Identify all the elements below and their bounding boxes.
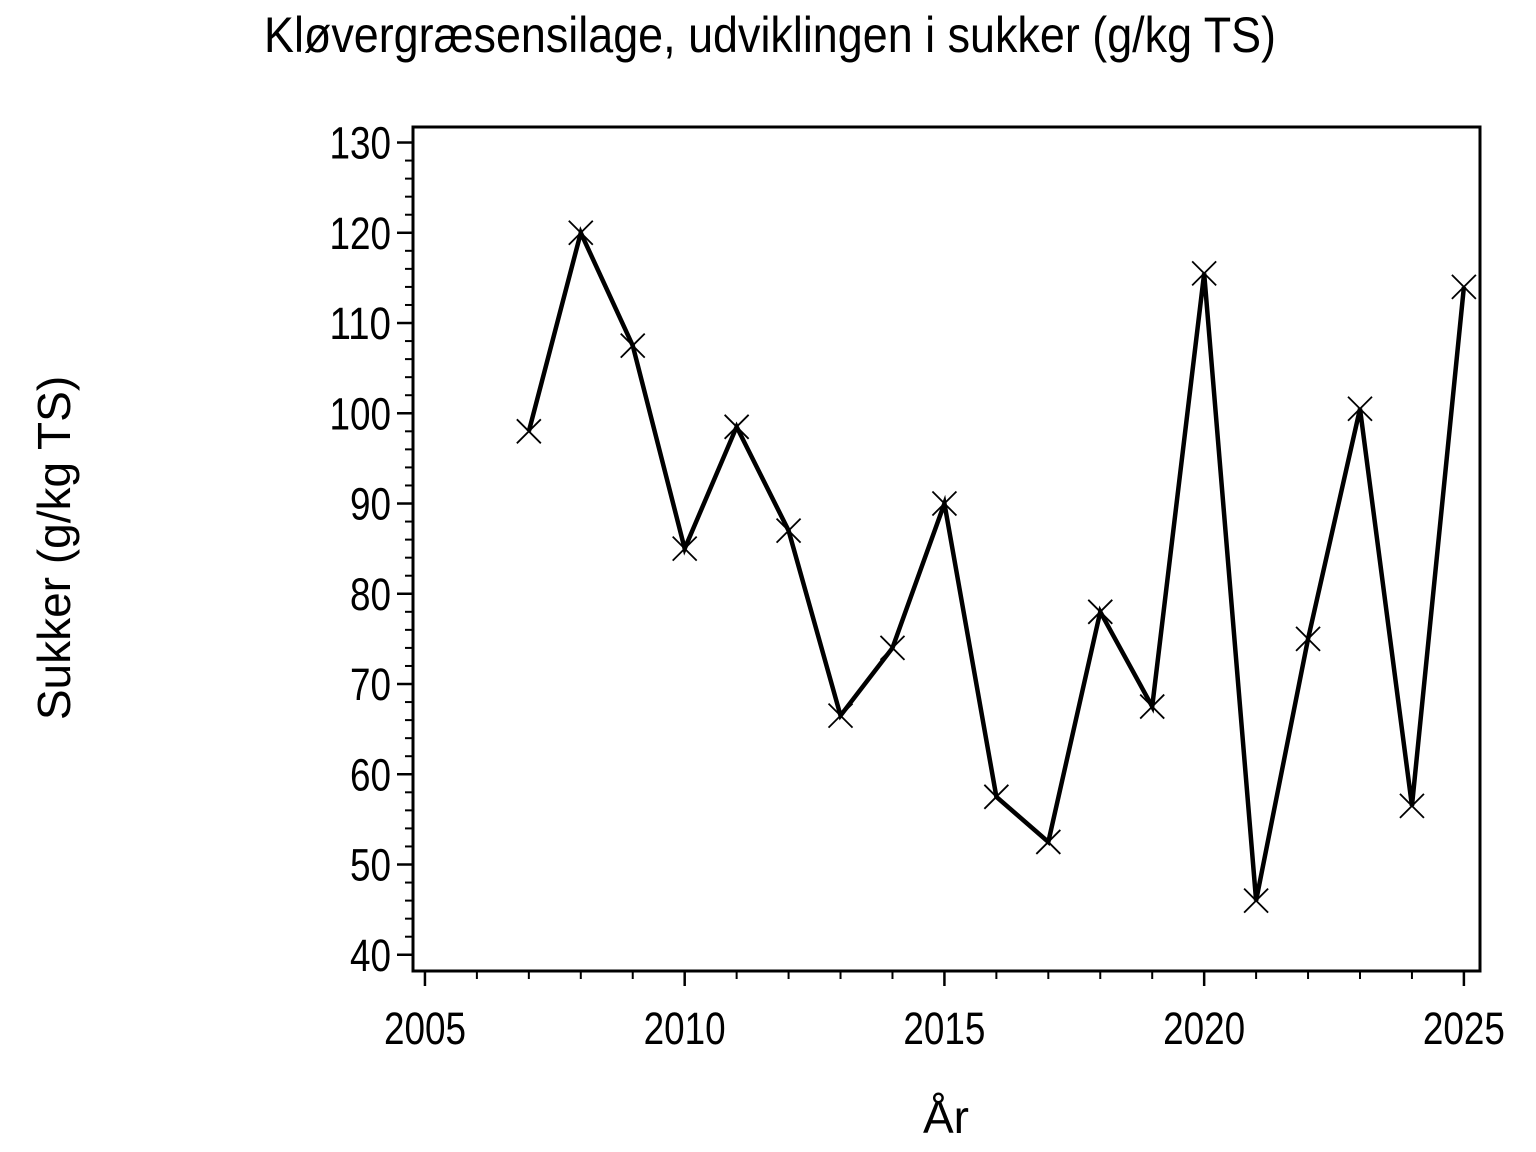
data-point-marker	[1087, 599, 1113, 625]
data-point-marker	[1347, 396, 1373, 422]
y-tick-label: 60	[350, 749, 391, 800]
x-tick-label: 2005	[384, 1003, 466, 1054]
chart-title: Kløvergræsensilage, udviklingen i sukker…	[264, 7, 1276, 63]
data-point-marker	[1035, 829, 1061, 855]
y-tick-label: 50	[350, 840, 391, 891]
data-point-marker	[1451, 274, 1477, 300]
y-tick-label: 130	[330, 118, 392, 169]
data-point-marker	[775, 517, 802, 544]
data-point-marker	[983, 784, 1010, 810]
data-point-marker	[1399, 793, 1425, 819]
plot-frame	[411, 125, 1482, 973]
data-point-marker	[672, 536, 698, 562]
x-tick-label: 2010	[644, 1003, 726, 1054]
x-axis-label: År	[923, 1091, 969, 1143]
y-tick-label: 100	[330, 388, 392, 439]
data-point-marker	[1191, 260, 1217, 287]
axes: 40 50 60 70 80 90 100 110 120 130 2005 2010 2015 2020…	[330, 118, 1505, 1054]
y-tick-label: 70	[350, 659, 391, 710]
x-tick-label: 2020	[1163, 1003, 1245, 1054]
data-point-marker	[879, 635, 906, 661]
data-point-marker	[827, 702, 854, 729]
series-line	[526, 226, 1467, 902]
data-point-marker	[620, 332, 646, 359]
y-tick-label: 120	[330, 208, 392, 259]
data-series	[516, 220, 1477, 914]
x-tick-label: 2025	[1423, 1003, 1505, 1054]
data-point-marker	[723, 414, 750, 440]
y-axis-label: Sukker (g/kg TS)	[28, 376, 80, 720]
y-tick-label: 40	[350, 930, 391, 981]
data-point-marker	[1295, 626, 1321, 652]
data-point-marker	[516, 418, 542, 444]
data-point-marker	[1243, 887, 1269, 914]
x-tick-label: 2015	[903, 1003, 985, 1054]
y-tick-label: 80	[350, 569, 391, 620]
y-tick-label: 110	[330, 298, 392, 349]
y-tick-label: 90	[350, 479, 391, 530]
data-point-marker	[1139, 693, 1165, 720]
data-point-marker	[568, 220, 594, 246]
data-point-marker	[931, 490, 958, 517]
